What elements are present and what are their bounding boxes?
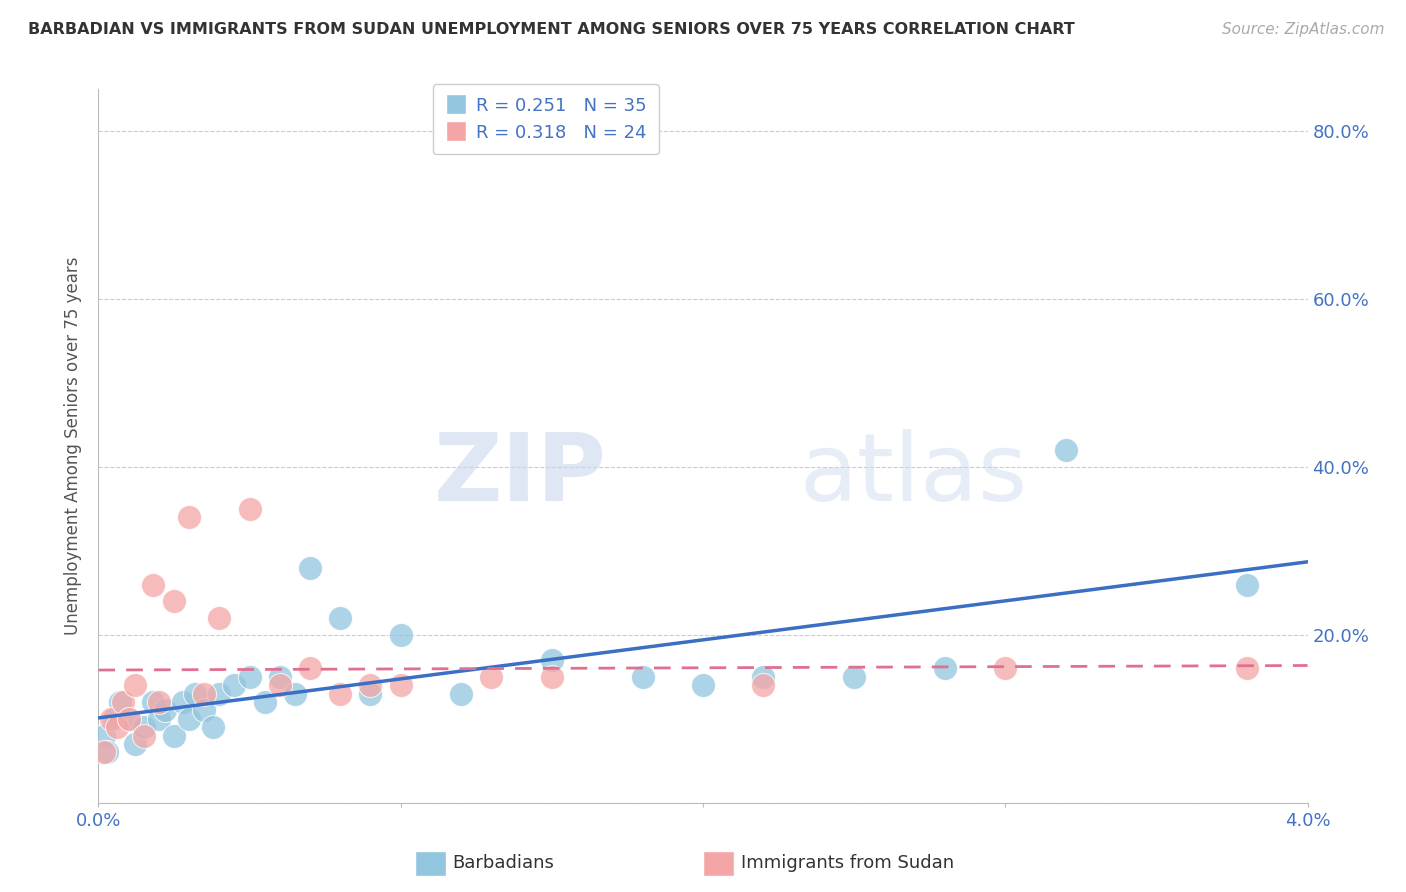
- Point: [360, 687, 382, 701]
- Point: [179, 712, 201, 726]
- Point: [163, 729, 186, 743]
- Point: [239, 502, 262, 516]
- Point: [96, 746, 118, 760]
- Point: [103, 712, 125, 726]
- Point: [148, 695, 170, 709]
- Point: [450, 687, 472, 701]
- Point: [844, 670, 866, 684]
- Point: [389, 678, 412, 692]
- Text: ZIP: ZIP: [433, 428, 606, 521]
- Point: [1054, 443, 1077, 458]
- Point: [208, 687, 231, 701]
- Point: [224, 678, 246, 692]
- Point: [132, 729, 155, 743]
- Point: [124, 737, 146, 751]
- Point: [284, 687, 307, 701]
- Point: [163, 594, 186, 608]
- Point: [329, 611, 352, 625]
- Point: [172, 695, 194, 709]
- Point: [540, 670, 562, 684]
- Point: [269, 678, 291, 692]
- Point: [202, 720, 225, 734]
- Point: [179, 510, 201, 524]
- Point: [193, 703, 215, 717]
- Point: [692, 678, 714, 692]
- Text: Immigrants from Sudan: Immigrants from Sudan: [741, 855, 955, 872]
- Point: [193, 687, 215, 701]
- Point: [934, 661, 956, 675]
- Point: [93, 729, 115, 743]
- Point: [752, 678, 775, 692]
- Point: [1236, 577, 1258, 591]
- Point: [132, 720, 155, 734]
- Point: [329, 687, 352, 701]
- Point: [153, 703, 176, 717]
- Y-axis label: Unemployment Among Seniors over 75 years: Unemployment Among Seniors over 75 years: [65, 257, 83, 635]
- Point: [752, 670, 775, 684]
- Point: [118, 712, 141, 726]
- Point: [253, 695, 276, 709]
- Point: [111, 695, 134, 709]
- Text: Source: ZipAtlas.com: Source: ZipAtlas.com: [1222, 22, 1385, 37]
- Point: [299, 661, 322, 675]
- Point: [1236, 661, 1258, 675]
- Point: [299, 560, 322, 574]
- Text: atlas: atlas: [800, 428, 1028, 521]
- Point: [208, 611, 231, 625]
- Point: [360, 678, 382, 692]
- Point: [100, 712, 122, 726]
- Point: [994, 661, 1017, 675]
- Point: [239, 670, 262, 684]
- Legend: R = 0.251   N = 35, R = 0.318   N = 24: R = 0.251 N = 35, R = 0.318 N = 24: [433, 84, 659, 154]
- Text: Barbadians: Barbadians: [453, 855, 554, 872]
- Point: [540, 653, 562, 667]
- Text: BARBADIAN VS IMMIGRANTS FROM SUDAN UNEMPLOYMENT AMONG SENIORS OVER 75 YEARS CORR: BARBADIAN VS IMMIGRANTS FROM SUDAN UNEMP…: [28, 22, 1074, 37]
- Point: [481, 670, 503, 684]
- Point: [148, 712, 170, 726]
- Point: [118, 712, 141, 726]
- Point: [142, 695, 165, 709]
- Point: [389, 628, 412, 642]
- Point: [93, 746, 115, 760]
- Point: [142, 577, 165, 591]
- Point: [105, 720, 128, 734]
- Point: [184, 687, 207, 701]
- Point: [631, 670, 654, 684]
- Point: [269, 670, 291, 684]
- Point: [124, 678, 146, 692]
- Point: [108, 695, 131, 709]
